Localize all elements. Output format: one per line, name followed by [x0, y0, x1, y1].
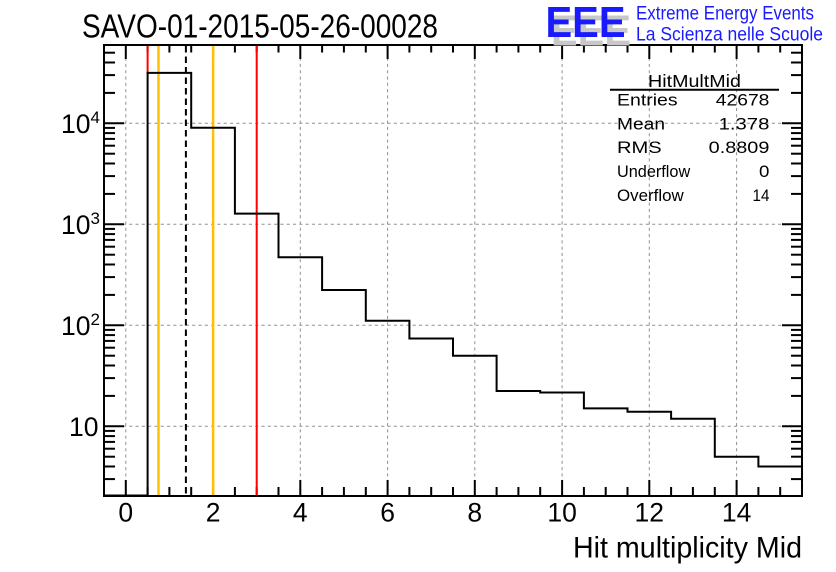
svg-text:La Scienza nelle Scuole: La Scienza nelle Scuole	[636, 24, 823, 46]
svg-text:1.378: 1.378	[719, 115, 770, 133]
svg-text:Mean: Mean	[617, 115, 665, 133]
svg-text:EEE: EEE	[551, 7, 631, 56]
svg-text:Overflow: Overflow	[617, 187, 684, 205]
svg-text:6: 6	[380, 497, 395, 527]
svg-text:14: 14	[722, 497, 751, 527]
svg-text:10: 10	[547, 497, 576, 527]
svg-text:12: 12	[635, 497, 664, 527]
svg-text:HitMultMid: HitMultMid	[648, 71, 741, 91]
svg-text:RMS: RMS	[617, 139, 662, 157]
svg-text:SAVO-01-2015-05-26-00028: SAVO-01-2015-05-26-00028	[82, 8, 438, 45]
svg-text:Extreme Energy Events: Extreme Energy Events	[636, 4, 814, 25]
svg-text:0: 0	[759, 163, 769, 181]
svg-text:Hit multiplicity Mid: Hit multiplicity Mid	[573, 532, 802, 565]
svg-text:Underflow: Underflow	[617, 163, 690, 181]
svg-text:42678: 42678	[716, 91, 770, 109]
svg-text:Entries: Entries	[617, 91, 678, 109]
svg-text:0: 0	[118, 497, 133, 527]
svg-text:0.8809: 0.8809	[709, 139, 770, 157]
svg-text:4: 4	[293, 497, 308, 527]
svg-text:EEE: EEE	[546, 0, 626, 47]
svg-text:8: 8	[467, 497, 482, 527]
svg-text:2: 2	[206, 497, 221, 527]
svg-text:10: 10	[69, 412, 98, 442]
svg-text:14: 14	[753, 187, 770, 205]
